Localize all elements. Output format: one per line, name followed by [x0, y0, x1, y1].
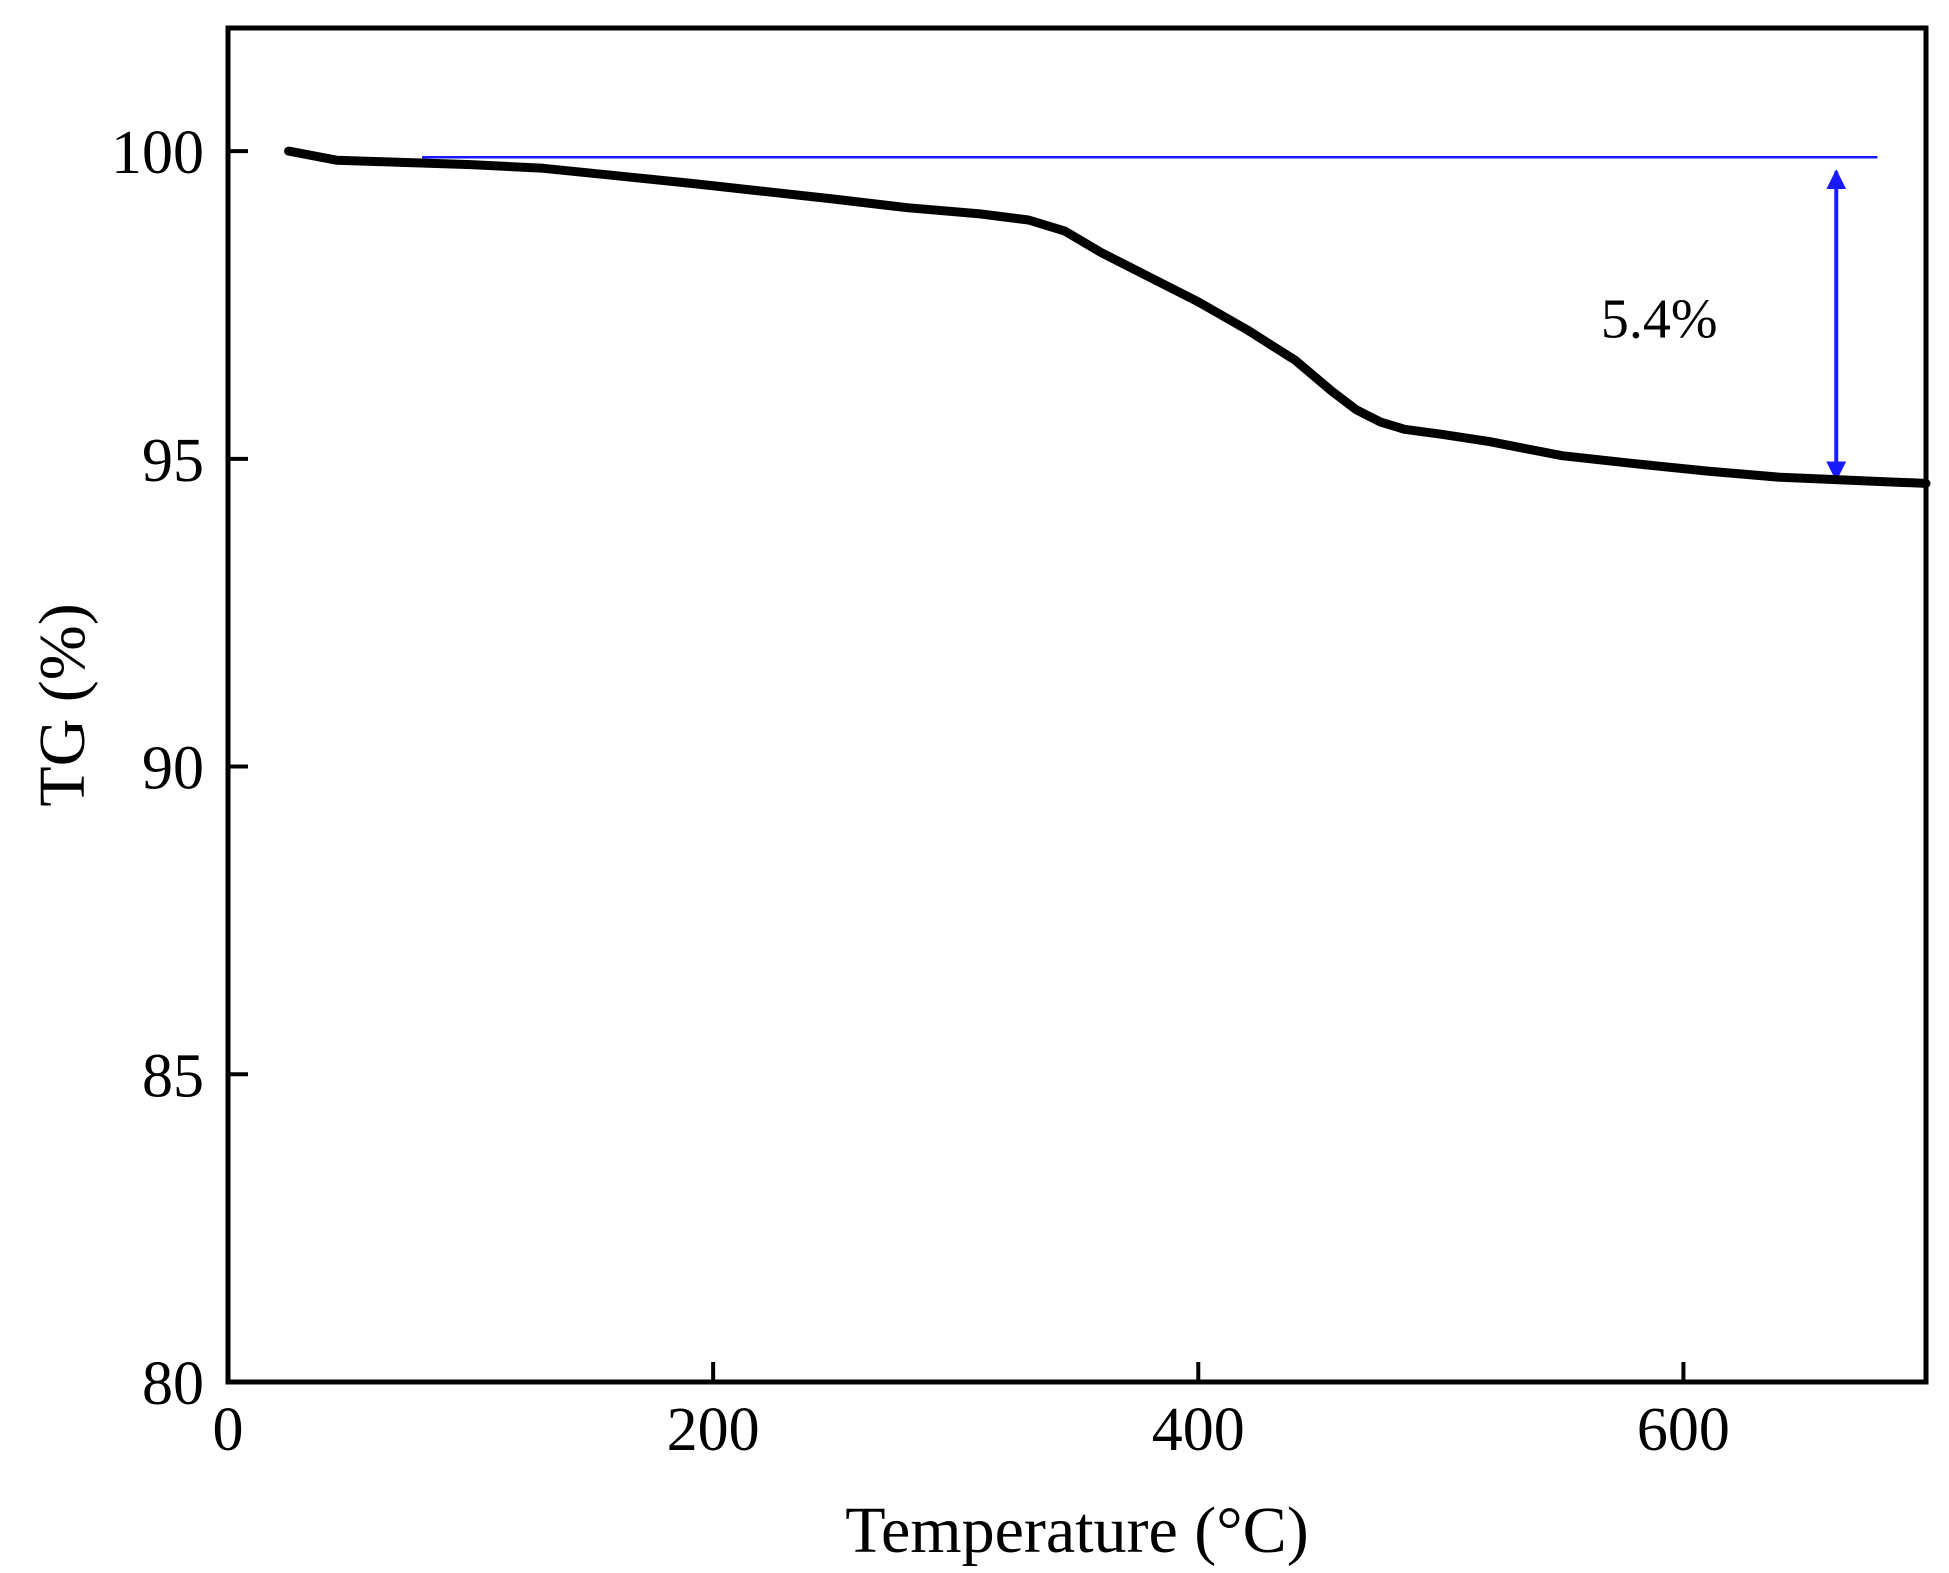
x-tick-label: 200 — [667, 1396, 760, 1464]
x-axis-ticks: 0 200 400 600 — [213, 1362, 1730, 1464]
plot-frame — [225, 25, 1929, 1385]
y-tick-label: 80 — [142, 1350, 204, 1418]
y-tick-label: 100 — [111, 119, 204, 187]
y-tick-label: 85 — [142, 1042, 204, 1110]
y-tick-label: 90 — [142, 735, 204, 803]
tg-curve — [284, 146, 1931, 488]
y-tick-label: 95 — [142, 427, 204, 495]
x-tick-label: 400 — [1152, 1396, 1245, 1464]
x-axis-title: Temperature (°C) — [845, 1494, 1308, 1567]
y-axis-title: TG (%) — [26, 603, 99, 806]
x-tick-label: 600 — [1637, 1396, 1730, 1464]
x-tick-label: 0 — [213, 1396, 244, 1464]
y-axis-ticks: 80 85 90 95 100 — [111, 119, 248, 1418]
weight-loss-label: 5.4% — [1601, 288, 1718, 350]
